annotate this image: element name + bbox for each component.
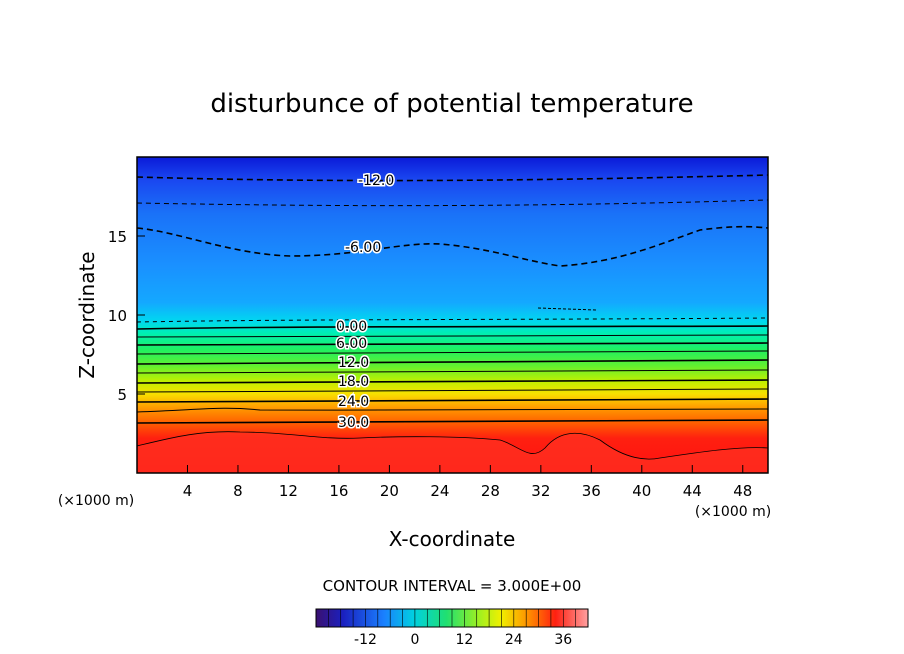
contour-label: -6.00 xyxy=(345,240,381,256)
surface-warm-region xyxy=(137,431,768,473)
x-tick-label: 20 xyxy=(380,482,399,500)
contour-label: 18.0 xyxy=(338,374,369,390)
x-tick-label: 16 xyxy=(329,482,348,500)
x-tick-label: 28 xyxy=(481,482,500,500)
contour-label: 6.00 xyxy=(336,336,367,352)
colorbar-tick-label: 12 xyxy=(455,632,473,648)
y-axis-ticks: 5 10 15 xyxy=(108,228,145,404)
contour-line-0 xyxy=(136,325,769,330)
colorbar-tick-label: 0 xyxy=(410,632,419,648)
contour-label: 12.0 xyxy=(338,355,369,371)
x-tick-label: 32 xyxy=(531,482,550,500)
plot-area: -12.0 -6.00 0.00 6.00 12.0 18.0 24.0 30.… xyxy=(136,156,769,474)
x-unit-label: (×1000 m) xyxy=(695,504,771,520)
contour-line-15 xyxy=(136,369,769,374)
colorbar-ticks: -12 0 12 24 36 xyxy=(354,632,572,648)
contour-line-18 xyxy=(136,379,769,384)
x-tick-label: 44 xyxy=(683,482,702,500)
y-tick-label: 10 xyxy=(108,307,127,325)
x-tick-label: 4 xyxy=(183,482,193,500)
x-axis-ticks: 4 8 12 16 20 24 28 32 36 40 44 48 xyxy=(183,465,752,500)
colorbar-segments xyxy=(315,609,589,627)
contour-line-6 xyxy=(136,342,769,346)
colorbar-tick-label: 36 xyxy=(554,632,572,648)
y-axis-label: Z-coordinate xyxy=(75,251,99,378)
contour-line-3 xyxy=(136,334,769,338)
contour-line-33 xyxy=(136,431,769,460)
contour-label: 24.0 xyxy=(338,394,369,410)
x-tick-label: 48 xyxy=(733,482,752,500)
y-tick-label: 15 xyxy=(108,228,127,246)
x-tick-label: 24 xyxy=(430,482,449,500)
x-tick-label: 36 xyxy=(582,482,601,500)
z-unit-label: (×1000 m) xyxy=(58,493,134,509)
chart-title: disturbunce of potential temperature xyxy=(210,89,693,119)
contour-line-neg12 xyxy=(136,174,769,182)
x-tick-label: 40 xyxy=(632,482,651,500)
contour-line-21 xyxy=(136,388,769,393)
contour-labels: -12.0 -6.00 0.00 6.00 12.0 18.0 24.0 30.… xyxy=(335,172,396,433)
contour-interval-text: CONTOUR INTERVAL = 3.000E+00 xyxy=(323,577,582,595)
contour-label: 0.00 xyxy=(336,319,367,335)
x-tick-label: 12 xyxy=(279,482,298,500)
contour-line-neg6 xyxy=(136,225,769,267)
colorbar-tick-label: -12 xyxy=(354,632,377,648)
colorbar-tick-label: 24 xyxy=(505,632,523,648)
y-tick-label: 5 xyxy=(117,386,127,404)
contour-line-neg3 xyxy=(136,317,769,323)
contour-line-12 xyxy=(136,359,769,365)
x-axis-label: X-coordinate xyxy=(389,527,516,551)
contour-label: 30.0 xyxy=(338,415,369,431)
x-tick-label: 8 xyxy=(233,482,243,500)
contour-line-9 xyxy=(136,350,769,355)
contour-line-24 xyxy=(136,398,769,403)
colorbar: -12 0 12 24 36 xyxy=(315,608,589,648)
contour-label: -12.0 xyxy=(358,173,394,189)
contour-line-30 xyxy=(136,419,769,424)
